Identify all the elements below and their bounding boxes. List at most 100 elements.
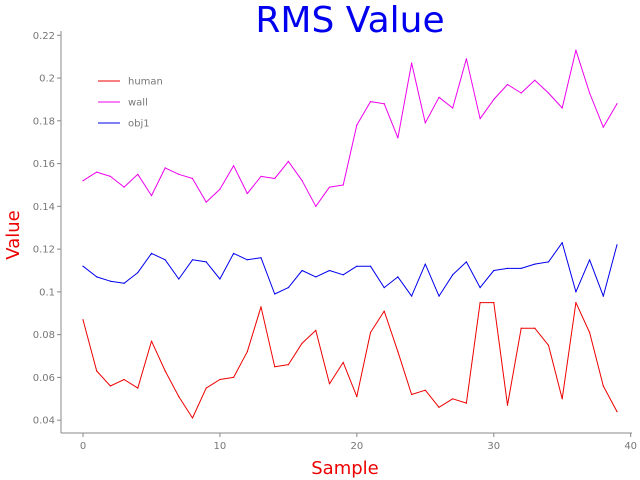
y-tick-label: 0.16 [33,159,55,170]
data-point [191,177,194,180]
data-point [383,310,385,312]
data-point [82,319,84,321]
data-point [219,378,221,381]
data-point [233,376,235,378]
data-point [301,180,303,182]
data-point [164,370,166,372]
data-point [438,295,440,297]
data-point [356,396,358,398]
legend-label-obj1: obj1 [128,119,150,130]
chart-title: RMS Value [255,0,444,41]
data-point [397,351,399,353]
data-point [274,366,276,368]
data-point [109,175,111,177]
data-point [506,267,509,269]
x-tick-label: 20 [350,441,363,452]
data-point [534,327,536,329]
data-point [301,269,303,272]
data-point [246,351,248,353]
data-point [301,342,303,344]
data-point [178,396,180,398]
data-point [287,160,289,162]
y-tick-label: 0.22 [33,31,55,42]
legend: human wall obj1 [98,77,163,130]
data-point [616,103,618,105]
data-point [246,259,248,261]
data-point [465,402,467,404]
data-point [137,272,139,274]
data-point [493,302,495,304]
y-tick-label: 0.14 [33,202,55,213]
data-point [369,331,372,334]
data-point [274,293,276,295]
data-point [233,252,235,254]
data-point [356,124,358,126]
x-tick-label: 0 [80,441,86,452]
data-point [356,265,358,267]
series-line-wall [82,49,618,207]
series-lines [82,49,618,419]
data-point [328,186,331,188]
data-point [411,393,413,396]
legend-label-wall: wall [128,98,148,109]
data-point [137,387,139,389]
data-point [424,122,426,124]
data-point [205,387,207,389]
data-point [191,417,194,419]
data-point [589,259,591,261]
y-tick-label: 0.12 [33,245,55,256]
data-point [123,378,125,381]
data-point [315,329,317,331]
data-point [424,263,426,265]
data-point [287,364,289,366]
data-point [575,302,577,304]
data-point [233,165,235,167]
data-point [96,276,98,278]
x-tick-label: 40 [624,441,637,452]
data-point [561,398,563,400]
data-point [82,180,84,182]
data-point [520,92,522,94]
data-point [534,263,536,265]
series-line-obj1 [82,242,618,297]
data-point [369,265,372,267]
data-point [287,287,289,289]
data-point [164,259,166,261]
data-point [452,107,454,109]
data-point [150,340,153,342]
data-point [465,58,467,60]
data-point [383,103,385,105]
data-point [616,411,618,413]
data-point [589,92,591,94]
data-point [534,79,536,81]
data-point [342,361,344,363]
data-point [96,171,98,173]
data-point [82,265,84,267]
data-point [602,295,604,297]
y-tick-label: 0.2 [39,74,55,85]
data-point [561,107,563,109]
series-line-human [82,302,618,419]
data-point [452,398,454,400]
data-point [205,261,207,263]
data-point [260,257,262,259]
data-point [465,261,467,263]
data-point [260,175,262,177]
data-point [191,259,194,261]
y-tick-label: 0.08 [33,330,55,341]
series-human [82,302,618,419]
data-point [164,167,166,169]
y-ticks: 0.04 0.06 0.08 0.1 0.12 0.14 0.16 0.18 0.2 0.22 [33,31,61,427]
data-point [274,177,276,180]
data-point [602,126,604,128]
data-point [411,295,413,297]
y-tick-label: 0.18 [33,116,55,127]
x-tick-label: 10 [214,441,227,452]
data-point [369,101,372,103]
data-point [96,370,98,372]
data-point [178,173,180,175]
data-point [520,327,522,329]
x-ticks: 0 10 20 30 40 [80,433,637,452]
data-point [260,306,262,308]
